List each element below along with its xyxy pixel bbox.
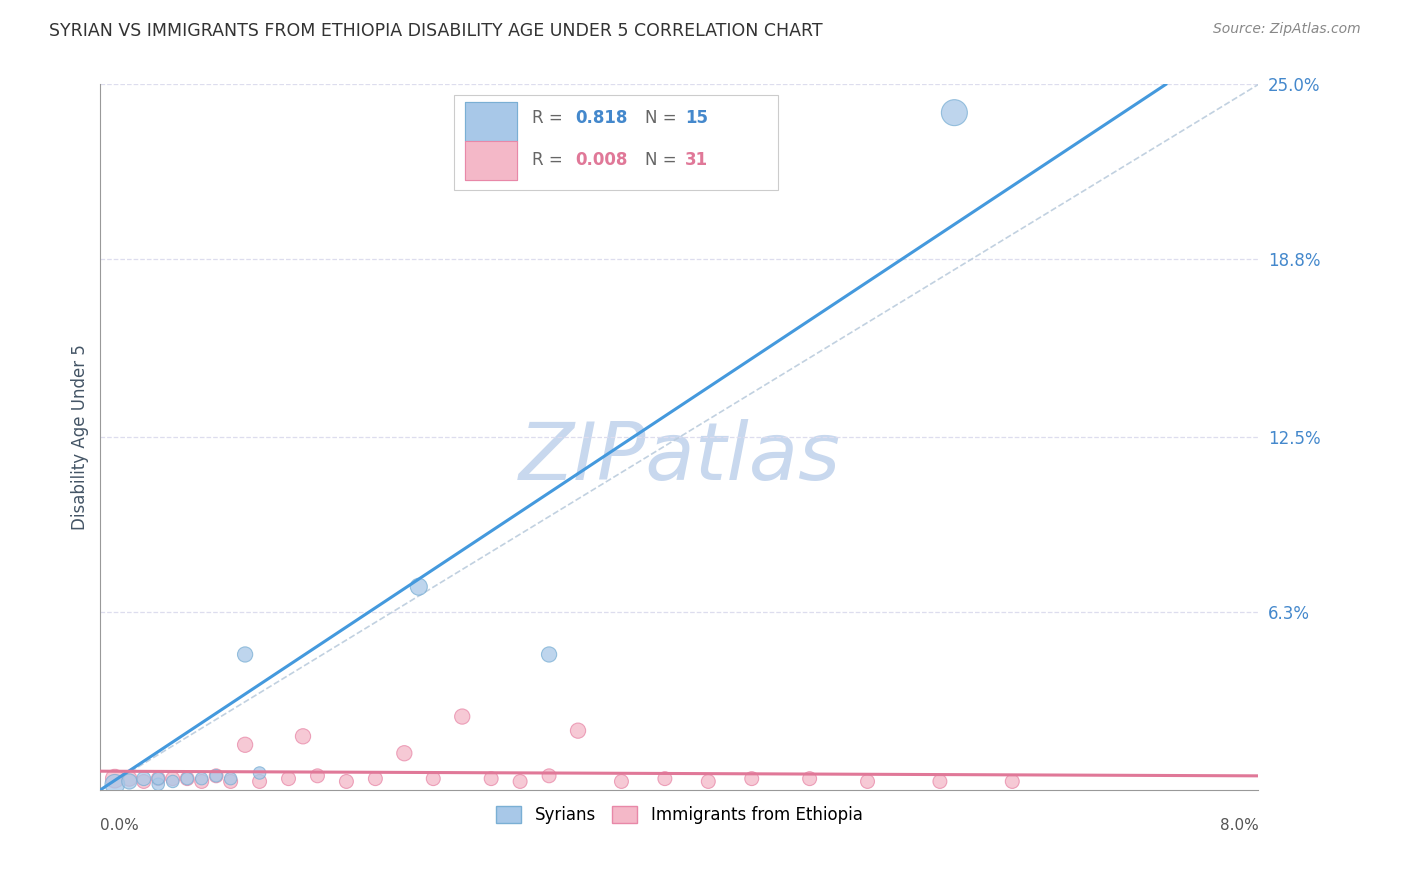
Text: 0.0%: 0.0% [100, 818, 139, 833]
Point [148, 772, 170, 786]
Point [132, 774, 155, 789]
Point [219, 774, 242, 789]
Point [162, 774, 184, 789]
Point [538, 769, 561, 783]
Point [277, 772, 299, 786]
Point [118, 774, 141, 789]
Y-axis label: Disability Age Under 5: Disability Age Under 5 [72, 344, 89, 530]
Text: 15: 15 [685, 109, 709, 127]
Point [610, 774, 633, 789]
Point [233, 648, 256, 662]
Point [205, 769, 228, 783]
Point [799, 772, 821, 786]
Point [176, 772, 198, 786]
Text: Source: ZipAtlas.com: Source: ZipAtlas.com [1213, 22, 1361, 37]
Point [479, 772, 502, 786]
Point [538, 648, 561, 662]
Point [654, 772, 676, 786]
Point [364, 772, 387, 786]
Point [249, 766, 271, 780]
Point [567, 723, 589, 738]
Point [219, 772, 242, 786]
Point [162, 772, 184, 786]
Point [190, 772, 212, 786]
FancyBboxPatch shape [465, 102, 517, 141]
Point [148, 772, 170, 786]
Point [509, 774, 531, 789]
Point [292, 729, 315, 743]
Point [928, 774, 950, 789]
Text: 0.008: 0.008 [575, 151, 627, 169]
Text: R =: R = [533, 109, 568, 127]
Text: R =: R = [533, 151, 568, 169]
Point [394, 746, 416, 760]
Point [307, 769, 329, 783]
Point [233, 738, 256, 752]
Point [741, 772, 763, 786]
Text: 8.0%: 8.0% [1219, 818, 1258, 833]
FancyBboxPatch shape [465, 141, 517, 179]
Text: ZIPatlas: ZIPatlas [519, 419, 841, 498]
Point [422, 772, 444, 786]
Point [190, 774, 212, 789]
Point [148, 777, 170, 791]
Text: SYRIAN VS IMMIGRANTS FROM ETHIOPIA DISABILITY AGE UNDER 5 CORRELATION CHART: SYRIAN VS IMMIGRANTS FROM ETHIOPIA DISAB… [49, 22, 823, 40]
Point [1001, 774, 1024, 789]
Point [943, 105, 966, 120]
Text: 0.818: 0.818 [575, 109, 627, 127]
Point [205, 769, 228, 783]
Point [132, 772, 155, 786]
Point [335, 774, 357, 789]
Point [451, 709, 474, 723]
Point [856, 774, 879, 789]
Text: 31: 31 [685, 151, 709, 169]
Point [118, 772, 141, 786]
Legend: Syrians, Immigrants from Ethiopia: Syrians, Immigrants from Ethiopia [489, 799, 869, 831]
Point [104, 777, 127, 791]
Point [104, 772, 127, 786]
FancyBboxPatch shape [454, 95, 778, 190]
Text: N =: N = [644, 151, 682, 169]
Point [408, 580, 430, 594]
Point [249, 774, 271, 789]
Point [697, 774, 720, 789]
Text: N =: N = [644, 109, 682, 127]
Point [176, 772, 198, 786]
